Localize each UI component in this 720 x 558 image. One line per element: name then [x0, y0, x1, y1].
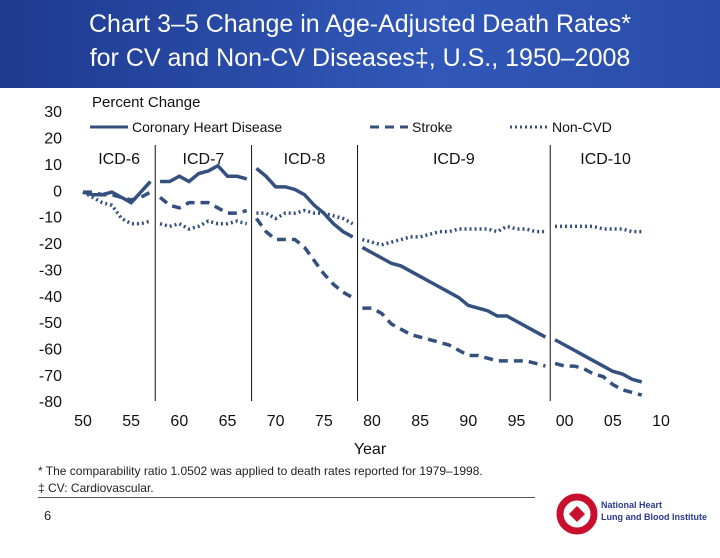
y-tick-label: 20: [44, 131, 62, 148]
legend-label: Coronary Heart Disease: [132, 119, 282, 135]
logo-text: National Heart: [601, 500, 662, 510]
title-line: for CV and Non-CV Diseases‡, U.S., 1950–…: [89, 44, 631, 72]
slide: Chart 3–5 Change in Age-Adjusted Death R…: [0, 0, 720, 535]
x-tick-label: 95: [508, 413, 526, 430]
x-tick-label: 50: [74, 413, 92, 430]
logo-text: Lung and Blood Institute: [601, 512, 707, 522]
y-tick-label: -70: [39, 368, 62, 385]
legend-label: Non-CVD: [552, 119, 612, 135]
series-line: [554, 361, 643, 397]
y-tick-label: 10: [44, 157, 62, 174]
x-tick-label: 60: [170, 413, 188, 430]
series-line: [158, 196, 248, 215]
y-tick-label: -10: [39, 210, 62, 227]
series-line: [256, 208, 354, 226]
x-tick-label: 90: [459, 413, 477, 430]
y-tick-label: -60: [39, 341, 62, 358]
divider: [38, 497, 535, 498]
x-tick-label: 55: [122, 413, 140, 430]
y-tick-label: -40: [39, 289, 62, 306]
series-line: [555, 224, 642, 234]
y-tick-label: 0: [53, 183, 62, 200]
x-tick-label: 65: [219, 413, 237, 430]
title-line: Chart 3–5 Change in Age-Adjusted Death R…: [88, 10, 632, 38]
revision-label: ICD-7: [183, 151, 225, 168]
series-line: [83, 190, 152, 202]
y-axis-label: Percent Change: [92, 94, 200, 111]
x-tick-label: 80: [363, 413, 381, 430]
x-tick-label: 75: [315, 413, 333, 430]
series-line: [160, 163, 248, 184]
x-tick-label: 00: [556, 413, 574, 430]
logo-mark: [569, 506, 585, 522]
page-number: 6: [44, 508, 52, 523]
logo-mark: [556, 493, 598, 535]
y-tick-label: -50: [39, 315, 62, 332]
x-tick-label: 10: [652, 413, 670, 430]
series-line: [82, 190, 151, 226]
series-line: [255, 167, 354, 239]
revision-label: ICD-6: [98, 151, 140, 168]
y-tick-label: -20: [39, 236, 62, 253]
x-tick-label: 70: [267, 413, 285, 430]
revision-label: ICD-10: [580, 151, 631, 168]
footnote: ‡ CV: Cardiovascular.: [38, 481, 154, 495]
title-bar: Chart 3–5 Change in Age-Adjusted Death R…: [0, 0, 720, 88]
y-tick-label: -80: [39, 394, 62, 411]
legend-label: Stroke: [412, 119, 453, 135]
x-axis-label: Year: [354, 441, 387, 458]
x-tick-label: 05: [604, 413, 622, 430]
revision-label: ICD-9: [433, 151, 475, 168]
series-line: [82, 180, 152, 205]
logo: National Heart Lung and Blood Institute: [556, 493, 707, 535]
footnote: * The comparability ratio 1.0502 was app…: [38, 464, 483, 478]
series-line: [361, 224, 546, 247]
chart: 30 20 10 0 -10 -20 -30 -40 -50 -60 -70 -80 50 55 60 65 7…: [39, 94, 670, 458]
series-line: [362, 306, 546, 368]
revision-label: ICD-8: [284, 151, 326, 168]
series-line: [254, 217, 354, 300]
series-line: [361, 245, 547, 339]
series-line: [554, 338, 643, 384]
y-tick-label: -30: [39, 262, 62, 279]
series-line: [159, 219, 248, 231]
y-tick-label: 30: [44, 104, 62, 121]
x-tick-label: 85: [411, 413, 429, 430]
